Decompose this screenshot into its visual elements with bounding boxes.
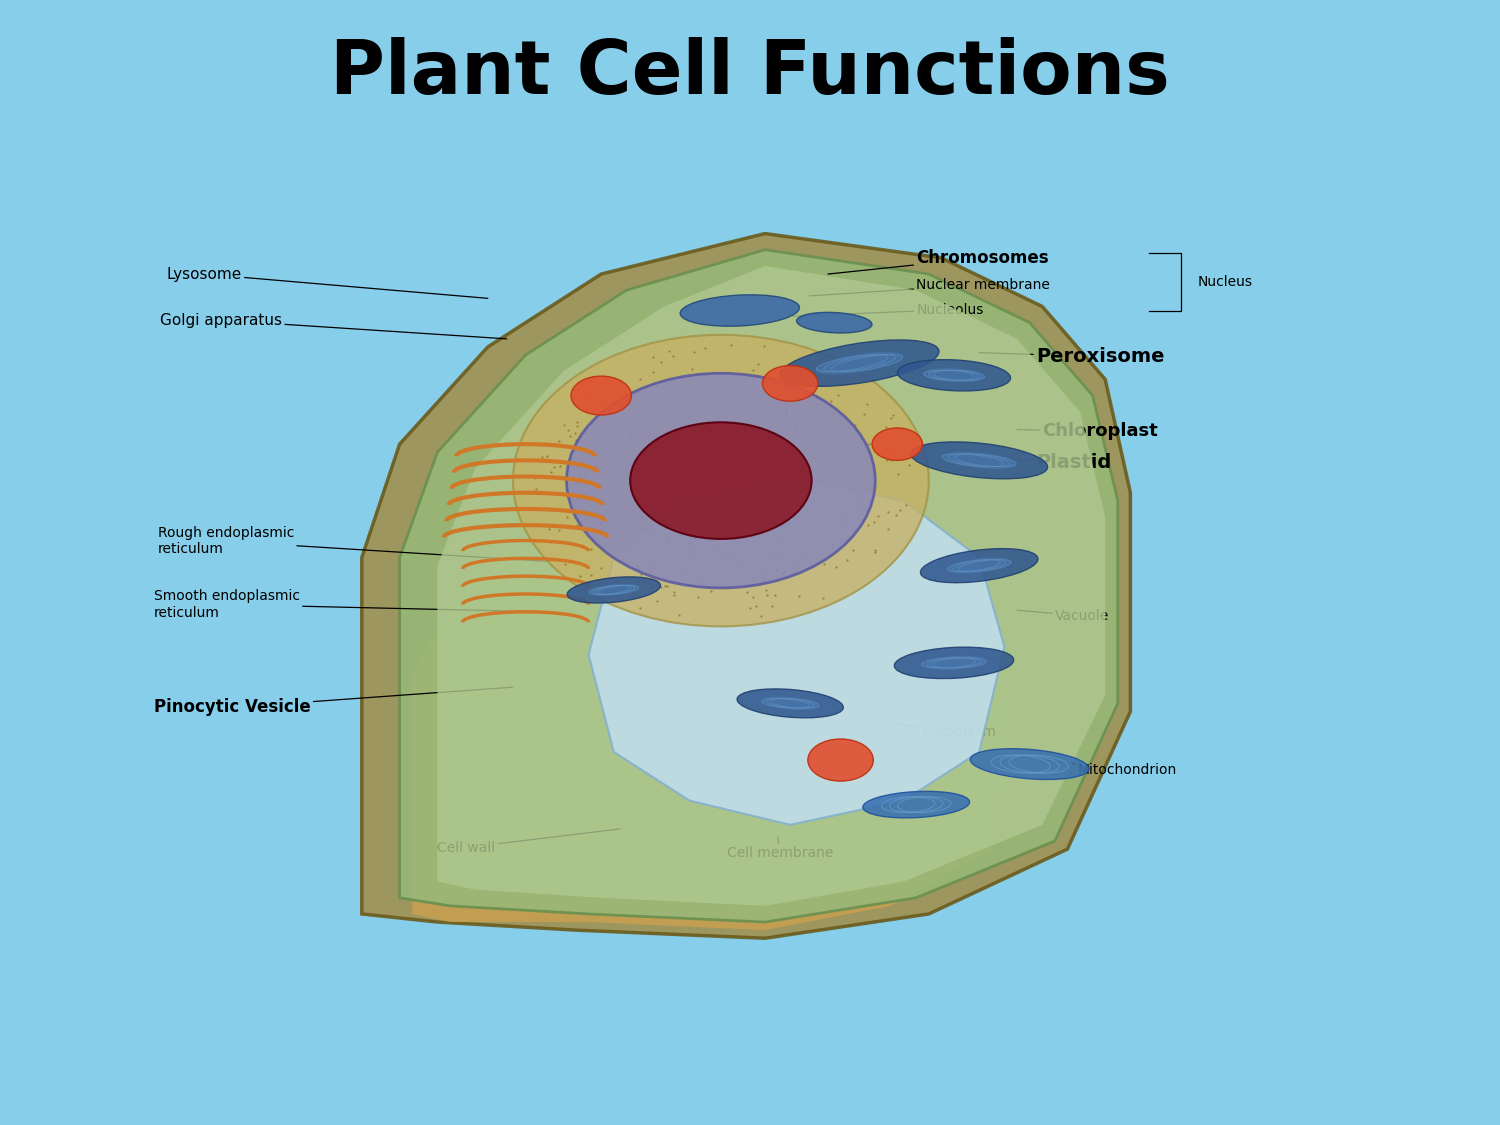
Ellipse shape — [910, 442, 1047, 479]
Text: Cell wall: Cell wall — [438, 829, 620, 855]
Text: Chromosomes: Chromosomes — [828, 249, 1048, 274]
Ellipse shape — [894, 647, 1014, 678]
Text: Mitochondrion: Mitochondrion — [1042, 760, 1176, 776]
Ellipse shape — [921, 656, 987, 670]
Ellipse shape — [796, 313, 871, 333]
Ellipse shape — [922, 368, 986, 382]
Ellipse shape — [780, 340, 939, 386]
Text: Ribosome: Ribosome — [910, 369, 984, 384]
Text: Cytoplasm: Cytoplasm — [891, 723, 996, 739]
Circle shape — [871, 428, 922, 460]
Text: Pinocytic Vesicle: Pinocytic Vesicle — [154, 687, 513, 717]
Ellipse shape — [736, 688, 843, 718]
Ellipse shape — [760, 696, 819, 710]
Circle shape — [572, 376, 632, 415]
Text: Vacuole: Vacuole — [1017, 609, 1108, 623]
Ellipse shape — [921, 549, 1038, 583]
Polygon shape — [399, 250, 1118, 922]
Polygon shape — [588, 477, 1005, 825]
Ellipse shape — [946, 558, 1011, 574]
Text: Peroxisome: Peroxisome — [980, 348, 1164, 366]
Text: Cell membrane: Cell membrane — [728, 837, 834, 861]
Ellipse shape — [680, 295, 800, 326]
Ellipse shape — [862, 791, 969, 818]
Polygon shape — [362, 234, 1131, 938]
Ellipse shape — [970, 749, 1089, 780]
Ellipse shape — [567, 374, 876, 588]
Ellipse shape — [942, 452, 1017, 469]
Ellipse shape — [567, 577, 660, 603]
Ellipse shape — [897, 360, 1011, 391]
Text: Plastid: Plastid — [998, 453, 1112, 472]
Text: Nucleolus: Nucleolus — [792, 303, 984, 317]
Text: Lysosome: Lysosome — [166, 267, 488, 298]
Circle shape — [762, 366, 818, 402]
Text: Nucleus: Nucleus — [1197, 276, 1252, 289]
Text: Nuclear membrane: Nuclear membrane — [808, 278, 1050, 296]
Text: Plant Cell Functions: Plant Cell Functions — [330, 37, 1170, 109]
Ellipse shape — [816, 352, 903, 375]
Polygon shape — [438, 266, 1106, 906]
Polygon shape — [413, 518, 1017, 930]
Circle shape — [630, 422, 812, 539]
Circle shape — [808, 739, 873, 781]
Ellipse shape — [513, 335, 928, 627]
Text: Chloroplast: Chloroplast — [1017, 422, 1158, 440]
Text: Golgi apparatus: Golgi apparatus — [160, 313, 507, 339]
Ellipse shape — [588, 584, 639, 596]
Text: Rough endoplasmic
reticulum: Rough endoplasmic reticulum — [158, 526, 550, 561]
Text: Smooth endoplasmic
reticulum: Smooth endoplasmic reticulum — [154, 590, 544, 620]
